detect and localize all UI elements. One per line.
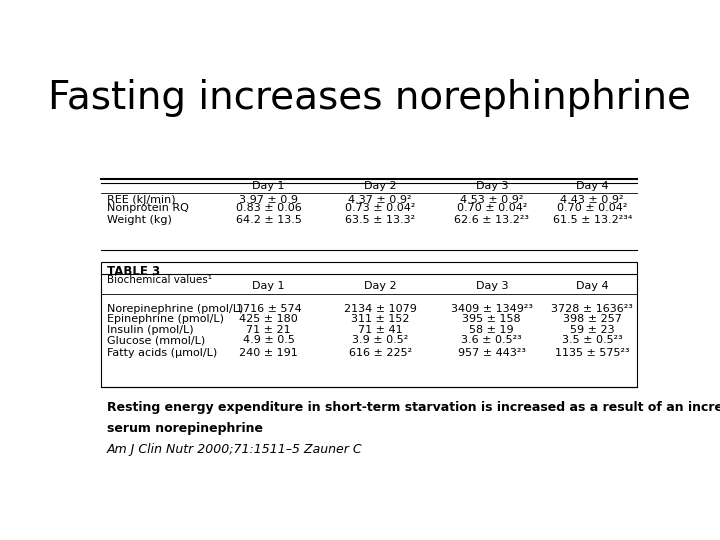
Text: Glucose (mmol/L): Glucose (mmol/L) <box>107 335 205 345</box>
Text: 58 ± 19: 58 ± 19 <box>469 325 514 335</box>
Text: 395 ± 158: 395 ± 158 <box>462 314 521 324</box>
Text: 1716 ± 574: 1716 ± 574 <box>235 305 302 314</box>
Text: 425 ± 180: 425 ± 180 <box>239 314 298 324</box>
Text: 4.9 ± 0.5: 4.9 ± 0.5 <box>243 335 294 345</box>
Text: 0.70 ± 0.04²: 0.70 ± 0.04² <box>456 203 527 213</box>
Text: 3.5 ± 0.5²³: 3.5 ± 0.5²³ <box>562 335 623 345</box>
Text: 0.83 ± 0.06: 0.83 ± 0.06 <box>235 203 302 213</box>
Text: 616 ± 225²: 616 ± 225² <box>348 348 412 357</box>
Text: 64.2 ± 13.5: 64.2 ± 13.5 <box>235 215 302 225</box>
Text: 240 ± 191: 240 ± 191 <box>239 348 298 357</box>
Text: 63.5 ± 13.3²: 63.5 ± 13.3² <box>345 215 415 225</box>
Text: 398 ± 257: 398 ± 257 <box>563 314 621 324</box>
Text: 311 ± 152: 311 ± 152 <box>351 314 410 324</box>
Text: Epinephrine (pmol/L): Epinephrine (pmol/L) <box>107 314 224 324</box>
Text: 3.97 ± 0.9: 3.97 ± 0.9 <box>239 194 298 205</box>
Text: 62.6 ± 13.2²³: 62.6 ± 13.2²³ <box>454 215 529 225</box>
Text: Fasting increases norephinphrine: Fasting increases norephinphrine <box>48 79 690 117</box>
Text: 1135 ± 575²³: 1135 ± 575²³ <box>555 348 629 357</box>
Text: Day 1: Day 1 <box>252 181 285 191</box>
Text: 0.73 ± 0.04²: 0.73 ± 0.04² <box>345 203 415 213</box>
Text: 4.37 ± 0.9²: 4.37 ± 0.9² <box>348 194 412 205</box>
Text: Weight (kg): Weight (kg) <box>107 215 171 225</box>
Text: 3.6 ± 0.5²³: 3.6 ± 0.5²³ <box>462 335 522 345</box>
Text: 59 ± 23: 59 ± 23 <box>570 325 614 335</box>
Text: TABLE 3: TABLE 3 <box>107 265 160 278</box>
Text: 2134 ± 1079: 2134 ± 1079 <box>343 305 417 314</box>
Text: Insulin (pmol/L): Insulin (pmol/L) <box>107 325 194 335</box>
Text: REE (kJ/min): REE (kJ/min) <box>107 194 176 205</box>
Text: 3728 ± 1636²³: 3728 ± 1636²³ <box>552 305 633 314</box>
FancyBboxPatch shape <box>101 262 637 387</box>
Text: Resting energy expenditure in short-term starvation is increased as a result of : Resting energy expenditure in short-term… <box>107 401 720 414</box>
Text: 3.9 ± 0.5²: 3.9 ± 0.5² <box>352 335 408 345</box>
Text: 3409 ± 1349²³: 3409 ± 1349²³ <box>451 305 533 314</box>
Text: 957 ± 443²³: 957 ± 443²³ <box>458 348 526 357</box>
Text: Biochemical values¹: Biochemical values¹ <box>107 275 212 285</box>
Text: Day 4: Day 4 <box>576 181 608 191</box>
Text: Day 2: Day 2 <box>364 281 397 292</box>
Text: Day 3: Day 3 <box>475 181 508 191</box>
Text: 0.70 ± 0.04²: 0.70 ± 0.04² <box>557 203 627 213</box>
Text: 4.53 ± 0.9²: 4.53 ± 0.9² <box>460 194 523 205</box>
Text: serum norepinephrine: serum norepinephrine <box>107 422 263 435</box>
Text: Am J Clin Nutr 2000;71:1511–5 Zauner C: Am J Clin Nutr 2000;71:1511–5 Zauner C <box>107 443 362 456</box>
Text: 71 ± 21: 71 ± 21 <box>246 325 291 335</box>
Text: Day 2: Day 2 <box>364 181 397 191</box>
Text: Day 1: Day 1 <box>252 281 285 292</box>
Text: Day 3: Day 3 <box>475 281 508 292</box>
Text: 71 ± 41: 71 ± 41 <box>358 325 402 335</box>
Text: 4.43 ± 0.9²: 4.43 ± 0.9² <box>560 194 624 205</box>
Text: Norepinephrine (pmol/L): Norepinephrine (pmol/L) <box>107 305 243 314</box>
Text: Day 4: Day 4 <box>576 281 608 292</box>
Text: Nonprotein RQ: Nonprotein RQ <box>107 203 189 213</box>
Text: 61.5 ± 13.2²³⁴: 61.5 ± 13.2²³⁴ <box>552 215 632 225</box>
Text: Fatty acids (µmol/L): Fatty acids (µmol/L) <box>107 348 217 357</box>
